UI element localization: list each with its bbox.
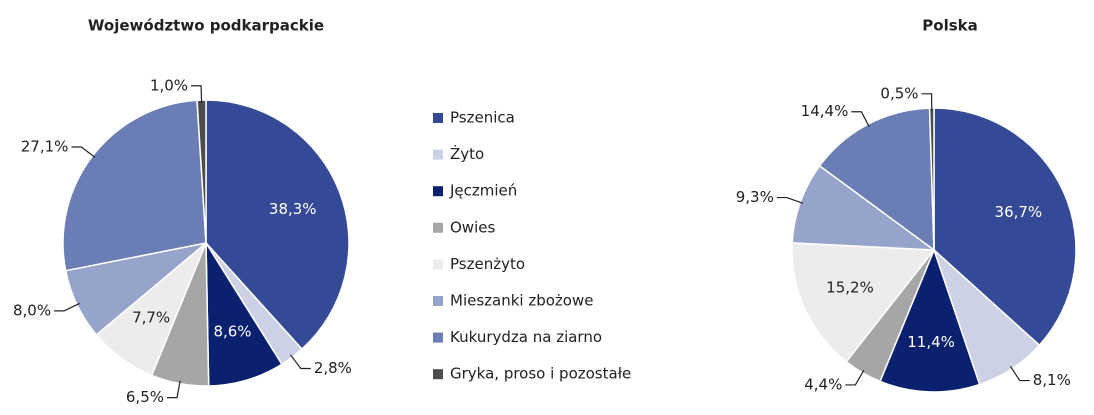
data-label: 36,7%: [995, 203, 1043, 221]
pie-slice: [791, 242, 936, 363]
data-label: 8,0%: [13, 301, 51, 319]
data-label: 8,6%: [213, 323, 251, 341]
legend-swatch: [433, 332, 443, 343]
leader-line: [191, 85, 203, 103]
legend-label: Kukurydza na ziarno: [450, 328, 602, 346]
legend-swatch: [433, 149, 443, 160]
leader-line: [167, 380, 181, 399]
legend-label: Mieszanki zbożowe: [450, 292, 593, 310]
data-label: 7,7%: [132, 309, 170, 327]
leader-line: [1009, 365, 1030, 382]
leader-line: [54, 302, 80, 312]
data-label: 6,5%: [126, 388, 164, 406]
legend-swatch: [433, 369, 443, 380]
leader-line: [71, 146, 96, 158]
pie-slice: [205, 99, 350, 351]
legend-swatch: [433, 222, 443, 233]
leader-line: [921, 93, 933, 111]
data-label: 11,4%: [907, 333, 955, 351]
leader-line: [290, 354, 311, 370]
pie-slice: [933, 107, 1077, 347]
pie-slice: [62, 99, 207, 272]
legend-label: Gryka, proso i pozostałe: [450, 365, 631, 383]
leader-line: [845, 369, 865, 386]
legend-label: Pszenżyto: [450, 255, 525, 273]
legend-swatch: [433, 259, 443, 270]
data-label: 1,0%: [150, 76, 188, 94]
legend-swatch: [433, 186, 443, 197]
data-label: 38,3%: [269, 200, 317, 218]
data-label: 2,8%: [314, 359, 352, 377]
data-label: 0,5%: [880, 84, 918, 102]
data-label: 4,4%: [804, 375, 842, 393]
chart-title: Polska: [922, 17, 977, 35]
legend-label: Owies: [450, 218, 495, 236]
data-label: 27,1%: [21, 137, 69, 155]
legend-label: Jęczmień: [449, 182, 517, 200]
data-label: 15,2%: [826, 279, 874, 297]
chart-title: Województwo podkarpackie: [88, 17, 324, 35]
legend-label: Pszenica: [450, 109, 515, 127]
legend-label: Żyto: [450, 144, 484, 163]
pie-slice: [879, 247, 981, 393]
data-label: 9,3%: [736, 188, 774, 206]
leader-line: [776, 196, 804, 204]
legend-swatch: [433, 113, 443, 123]
data-label: 14,4%: [801, 102, 849, 120]
leader-line: [851, 111, 870, 128]
legend-swatch: [433, 296, 443, 306]
data-label: 8,1%: [1033, 371, 1071, 389]
